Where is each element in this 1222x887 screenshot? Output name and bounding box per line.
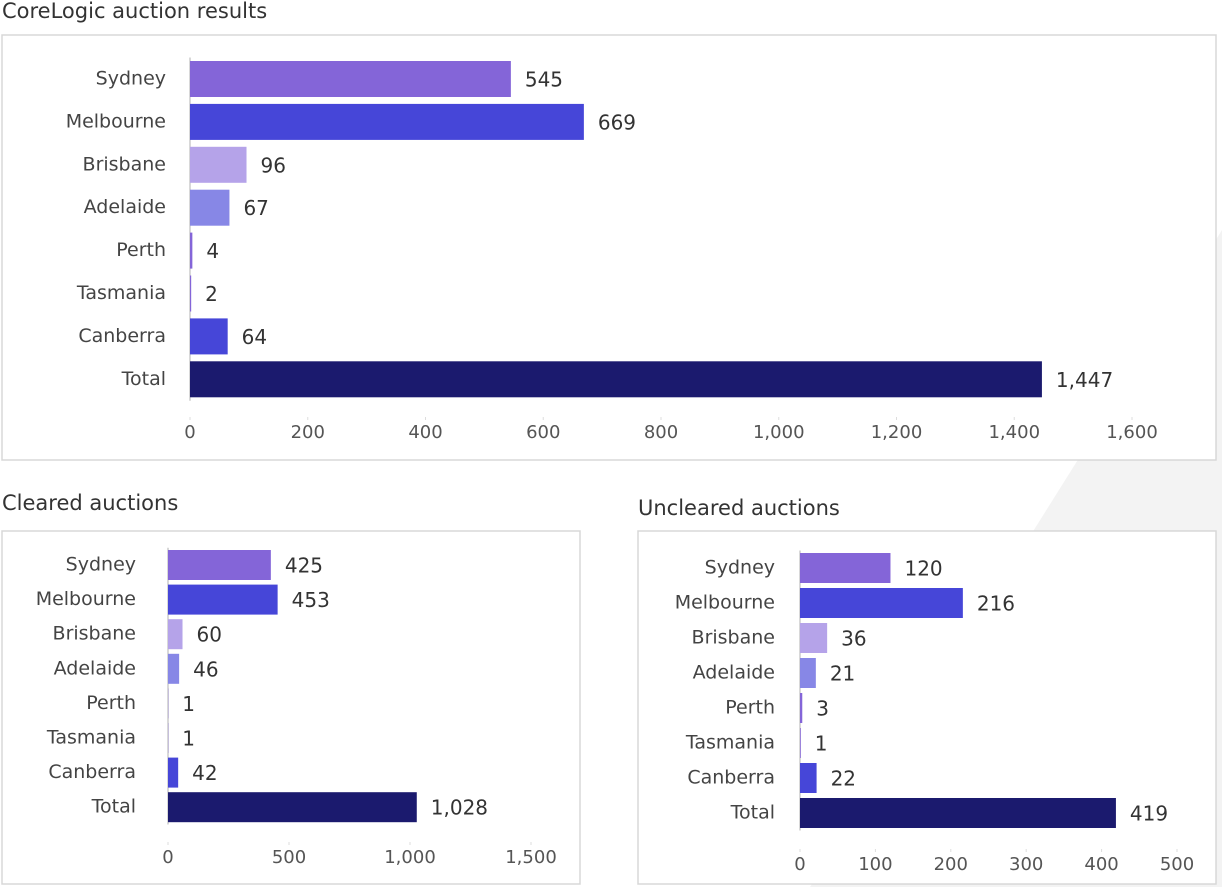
panel xyxy=(1,530,581,885)
bar xyxy=(800,553,891,583)
data-label: 669 xyxy=(598,110,636,134)
y-tick-label: Total xyxy=(730,802,775,824)
bar xyxy=(168,792,417,823)
data-label: 120 xyxy=(904,557,942,581)
x-tick-label: 200 xyxy=(291,422,325,443)
y-tick-label: Brisbane xyxy=(692,627,775,649)
bar xyxy=(190,103,584,140)
data-label: 425 xyxy=(285,554,323,578)
data-label: 419 xyxy=(1130,802,1168,826)
data-label: 21 xyxy=(830,662,855,686)
data-label: 22 xyxy=(831,767,856,791)
data-label: 545 xyxy=(525,68,563,92)
data-label: 453 xyxy=(292,588,330,612)
x-tick-label: 400 xyxy=(408,422,442,443)
bar xyxy=(800,798,1116,828)
bar xyxy=(190,61,511,97)
data-label: 1,028 xyxy=(431,796,488,820)
data-label: 46 xyxy=(193,657,218,681)
bar xyxy=(800,763,817,793)
bar xyxy=(168,584,278,615)
y-tick-label: Total xyxy=(91,796,136,818)
y-tick-label: Adelaide xyxy=(54,657,136,679)
y-tick-label: Melbourne xyxy=(36,588,136,610)
data-label: 67 xyxy=(243,196,268,220)
y-tick-label: Tasmania xyxy=(76,282,166,304)
chart-title: CoreLogic auction results xyxy=(2,0,267,23)
x-tick-label: 1,200 xyxy=(871,422,923,443)
y-tick-label: Tasmania xyxy=(46,727,136,749)
bar xyxy=(800,658,816,688)
x-tick-label: 400 xyxy=(1084,854,1118,875)
y-tick-label: Brisbane xyxy=(83,153,166,175)
x-tick-label: 1,000 xyxy=(384,847,436,868)
y-tick-label: Sydney xyxy=(66,554,136,576)
bar xyxy=(168,757,179,788)
x-tick-label: 500 xyxy=(1160,854,1194,875)
x-tick-label: 200 xyxy=(934,854,968,875)
data-label: 4 xyxy=(206,239,219,263)
bar xyxy=(168,550,271,580)
y-tick-label: Adelaide xyxy=(693,662,775,684)
y-tick-label: Brisbane xyxy=(53,623,136,645)
x-tick-label: 1,600 xyxy=(1106,422,1158,443)
data-label: 1,447 xyxy=(1056,368,1113,392)
bar xyxy=(190,275,192,312)
data-label: 2 xyxy=(205,282,218,306)
x-tick-label: 1,400 xyxy=(988,422,1040,443)
data-label: 64 xyxy=(242,325,267,349)
data-label: 96 xyxy=(261,153,286,177)
bar xyxy=(190,361,1042,398)
x-tick-label: 800 xyxy=(644,422,678,443)
bar xyxy=(190,318,228,355)
x-tick-label: 600 xyxy=(526,422,560,443)
data-label: 60 xyxy=(197,623,222,647)
bar xyxy=(800,728,801,758)
x-tick-label: 0 xyxy=(794,854,805,875)
bar xyxy=(190,146,247,183)
chart-title: Uncleared auctions xyxy=(638,496,840,520)
data-label: 36 xyxy=(841,627,866,651)
x-tick-label: 1,000 xyxy=(753,422,805,443)
y-tick-label: Adelaide xyxy=(84,196,166,218)
y-tick-label: Total xyxy=(121,368,166,390)
y-tick-label: Melbourne xyxy=(66,110,166,132)
bar xyxy=(190,232,193,269)
bar xyxy=(800,588,963,618)
data-label: 216 xyxy=(977,592,1015,616)
x-tick-label: 300 xyxy=(1009,854,1043,875)
x-tick-label: 100 xyxy=(858,854,892,875)
x-tick-label: 0 xyxy=(162,847,173,868)
y-tick-label: Canberra xyxy=(78,325,166,347)
y-tick-label: Melbourne xyxy=(675,592,775,614)
data-label: 3 xyxy=(816,697,829,721)
y-tick-label: Canberra xyxy=(687,767,775,789)
chart-title: Cleared auctions xyxy=(2,491,178,515)
x-tick-label: 1,500 xyxy=(505,847,557,868)
data-label: 1 xyxy=(182,727,195,751)
y-tick-label: Perth xyxy=(116,239,166,261)
y-tick-label: Sydney xyxy=(705,557,775,579)
bar xyxy=(800,693,803,723)
bar xyxy=(168,619,183,650)
y-tick-label: Tasmania xyxy=(685,732,775,754)
data-label: 1 xyxy=(815,732,828,756)
bar xyxy=(190,189,230,226)
y-tick-label: Canberra xyxy=(48,761,136,783)
data-label: 42 xyxy=(192,761,217,785)
data-label: 1 xyxy=(182,692,195,716)
y-tick-label: Sydney xyxy=(96,68,166,90)
y-tick-label: Perth xyxy=(725,697,775,719)
y-tick-label: Perth xyxy=(86,692,136,714)
bar xyxy=(168,653,180,684)
x-tick-label: 500 xyxy=(272,847,306,868)
x-tick-label: 0 xyxy=(184,422,195,443)
bar xyxy=(800,623,828,653)
